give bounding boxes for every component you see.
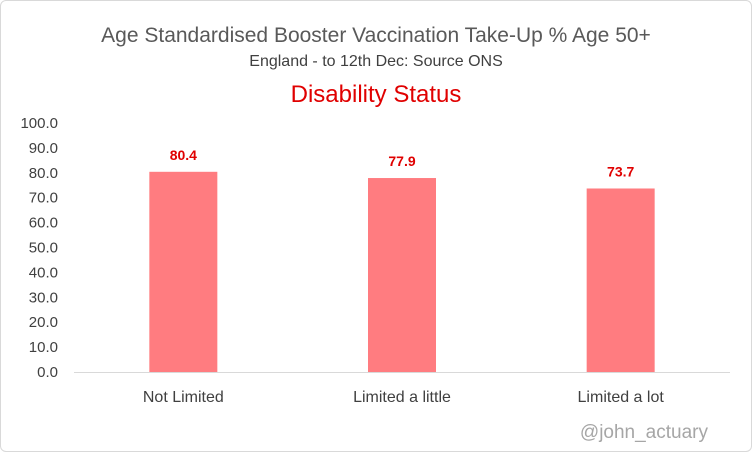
bar	[586, 188, 655, 372]
y-tick-label: 100.0	[20, 115, 58, 132]
x-axis: Not Limited Limited a little Limited a lot	[74, 372, 730, 406]
y-tick-label: 10.0	[29, 339, 58, 356]
bar	[149, 171, 218, 372]
data-label: 80.4	[170, 147, 197, 163]
y-tick-label: 40.0	[29, 264, 58, 281]
watermark-text: @john_actuary	[580, 422, 709, 443]
chart-title: Age Standardised Booster Vaccination Tak…	[101, 24, 651, 47]
y-axis: 0.0 10.0 20.0 30.0 40.0 50.0 60.0 70.0 80.0 90.0 1…	[20, 115, 58, 381]
x-tick-label: Limited a little	[353, 389, 451, 406]
y-tick-label: 70.0	[29, 190, 58, 207]
bars-group: 80.4 77.9 73.7	[149, 147, 655, 372]
y-tick-label: 30.0	[29, 289, 58, 306]
x-tick-label: Limited a lot	[578, 389, 665, 406]
data-label: 73.7	[607, 163, 634, 179]
bar	[368, 178, 436, 372]
chart-subtitle: England - to 12th Dec: Source ONS	[249, 53, 502, 70]
y-tick-label: 90.0	[29, 140, 58, 157]
y-tick-label: 0.0	[37, 364, 58, 381]
data-label: 77.9	[388, 153, 415, 169]
y-tick-label: 50.0	[29, 240, 58, 257]
y-tick-label: 20.0	[29, 314, 58, 331]
y-tick-label: 80.0	[29, 165, 58, 182]
x-tick-label: Not Limited	[143, 389, 224, 406]
y-tick-label: 60.0	[29, 215, 58, 232]
section-title: Disability Status	[291, 81, 462, 108]
